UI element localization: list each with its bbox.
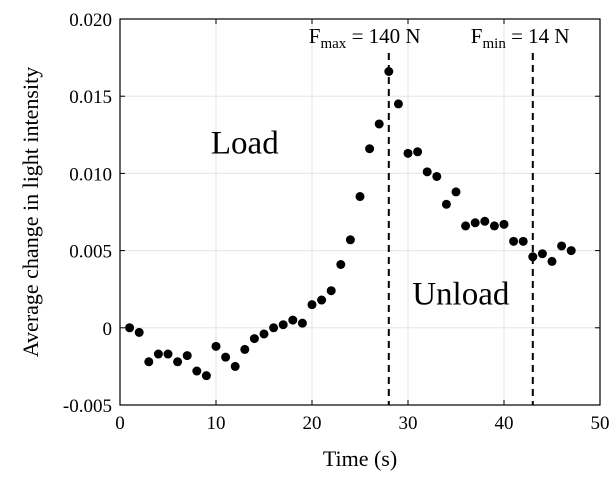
y-tick-label: 0.015 <box>69 87 112 108</box>
data-point <box>470 218 480 228</box>
grid <box>119 18 601 406</box>
data-point <box>211 341 221 351</box>
data-point <box>134 327 144 337</box>
y-tick-label: 0.020 <box>69 10 112 31</box>
data-point <box>336 259 346 269</box>
data-point <box>537 249 547 259</box>
data-point <box>345 235 355 245</box>
data-point <box>278 320 288 330</box>
x-tick-label: 20 <box>303 413 322 434</box>
data-point <box>528 252 538 262</box>
data-point <box>451 187 461 197</box>
y-tick-label: -0.005 <box>63 396 112 417</box>
data-points <box>125 66 576 381</box>
data-point <box>125 323 135 333</box>
data-point <box>365 144 375 154</box>
data-point <box>547 256 557 266</box>
plot-frame <box>119 18 601 406</box>
x-tick-label: 30 <box>399 413 418 434</box>
force-label-fmax: Fmax = 140 N <box>309 24 421 52</box>
data-point <box>269 323 279 333</box>
x-tick-label: 50 <box>591 413 610 434</box>
data-point <box>326 286 336 296</box>
data-point <box>518 236 528 246</box>
data-point <box>201 371 211 381</box>
y-tick-label: 0.010 <box>69 164 112 185</box>
data-point <box>422 167 432 177</box>
data-point <box>173 357 183 367</box>
data-point <box>163 349 173 359</box>
dashed-marker-lines <box>387 53 534 405</box>
region-label-load: Load <box>211 125 279 161</box>
data-point <box>413 147 423 157</box>
data-point <box>297 318 307 328</box>
data-point <box>432 171 442 181</box>
data-point <box>566 246 576 256</box>
data-point <box>221 352 231 362</box>
data-point <box>153 349 163 359</box>
data-point <box>557 241 567 251</box>
y-axis-label: Average change in light intensity <box>18 67 43 357</box>
x-tick-label: 0 <box>115 413 125 434</box>
data-point <box>259 329 269 339</box>
y-tick-label: 0 <box>103 319 113 340</box>
x-tick-label: 10 <box>207 413 226 434</box>
data-point <box>317 295 327 305</box>
data-point <box>230 361 240 371</box>
data-point <box>144 357 154 367</box>
data-point <box>403 148 413 158</box>
data-point <box>461 221 471 231</box>
x-axis-label: Time (s) <box>323 446 397 471</box>
data-point <box>192 366 202 376</box>
annotations: Fmax = 140 N Fmin = 14 N Load Unload <box>211 24 570 313</box>
data-point <box>182 351 192 361</box>
data-point <box>480 216 490 226</box>
data-point <box>307 300 317 310</box>
data-point <box>374 119 384 129</box>
data-point <box>489 221 499 231</box>
force-label-fmin: Fmin = 14 N <box>471 24 570 52</box>
data-point <box>249 334 259 344</box>
data-point <box>355 192 365 202</box>
y-tick-label: 0.005 <box>69 242 112 263</box>
region-label-unload: Unload <box>412 277 510 313</box>
data-point <box>384 66 394 76</box>
data-point <box>393 99 403 109</box>
data-point <box>499 219 509 229</box>
data-point <box>240 344 250 354</box>
data-point <box>288 315 298 325</box>
x-tick-label: 40 <box>495 413 514 434</box>
data-point <box>509 236 519 246</box>
data-point <box>441 199 451 209</box>
